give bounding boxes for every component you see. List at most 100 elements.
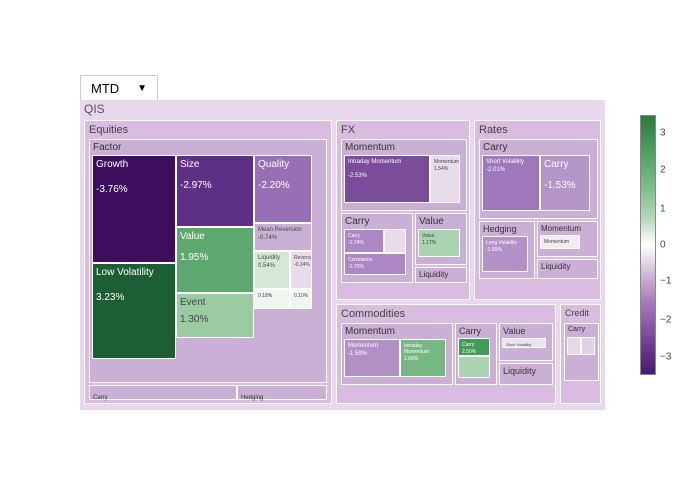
fx-value-label: Value (416, 214, 466, 229)
rsv-name: Short Volatility (486, 159, 536, 165)
rsv-val: -2.01% (486, 167, 536, 173)
asset-credit[interactable]: Credit Carry (560, 304, 601, 404)
cell-rates-carry[interactable]: Carry -1.53% (540, 155, 590, 211)
cell-liquidity-eq[interactable]: Liquidity 0.54% (254, 251, 290, 289)
cell-fx-intraday[interactable]: Intraday Momentum -2.53% (344, 155, 430, 203)
rates-mom-label: Momentum (538, 222, 597, 235)
cell-rates-longvol[interactable]: Long Volatility -1.55% (482, 236, 528, 272)
event-val: 1.30% (180, 314, 250, 325)
strategy-factor[interactable]: Factor Growth -3.76% Low Volatility 3.23… (89, 139, 327, 383)
period-dropdown[interactable]: MTD ▼ (80, 75, 158, 102)
cell-rates-shortvol[interactable]: Short Volatility -2.01% (482, 155, 540, 211)
ccarry-name: Carry (462, 342, 486, 348)
cb-tick-2: 2 (660, 164, 666, 175)
value-eq-name: Value (180, 231, 250, 242)
colorbar-gradient (640, 115, 656, 375)
cell-rates-mom[interactable]: Momentum (540, 235, 580, 249)
strategy-fx-momentum[interactable]: Momentum Intraday Momentum -2.53% Moment… (341, 139, 467, 211)
lowvol-val: 3.23% (96, 292, 172, 303)
dropdown-value: MTD (91, 81, 119, 96)
strategy-rates-hedging[interactable]: Hedging Long Volatility -1.55% (479, 221, 535, 279)
cell-fx-carry[interactable]: Carry -1.74% (344, 229, 384, 253)
cell-value-eq[interactable]: Value 1.95% (176, 227, 254, 293)
cell-comm-carry[interactable]: Carry 2.50% (458, 338, 490, 356)
strategy-comm-momentum[interactable]: Momentum Momentum -1.59% Intraday Moment… (341, 323, 453, 385)
growth-val: -3.76% (96, 184, 172, 195)
cb-tick-n1: −1 (660, 276, 671, 287)
strategy-rates-carry[interactable]: Carry Short Volatility -2.01% Carry -1.5… (479, 139, 598, 219)
rev-name: Reversion (294, 255, 308, 261)
fxcorr-val: -1.70% (348, 264, 402, 270)
cell-mom-eq[interactable]: 0.18% (254, 289, 290, 309)
eq-hedging-label: Hedging (238, 393, 266, 403)
fxc-name: Carry (348, 233, 380, 239)
cb-tick-n2: −2 (660, 315, 671, 326)
csv-name: Short Volatility (506, 342, 542, 347)
cell-lowvol[interactable]: Low Volatility 3.23% (92, 263, 176, 359)
fx-mom-name: Momentum (434, 159, 456, 165)
fxv-name: Value (422, 233, 456, 239)
strategy-rates-liq[interactable]: Liquidity (537, 259, 598, 279)
strategy-fx-liq[interactable]: Liquidity (415, 267, 467, 283)
cell-fx-corr[interactable]: Correlation -1.70% (344, 253, 406, 275)
anomeq-val: 0.10% (294, 293, 308, 299)
strategy-comm-carry[interactable]: Carry Carry 2.50% (455, 323, 497, 385)
cell-meanrev[interactable]: Mean Reversion -0.74% (254, 223, 312, 251)
cell-fx-carry2[interactable] (384, 229, 406, 253)
eq-carry-label: Carry (90, 393, 111, 403)
asset-rates[interactable]: Rates Carry Short Volatility -2.01% Carr… (474, 120, 601, 300)
quality-name: Quality (258, 159, 308, 170)
rc-val: -1.53% (544, 180, 586, 191)
cb-tick-3: 3 (660, 128, 666, 139)
cell-comm-mom[interactable]: Momentum -1.59% (344, 339, 400, 377)
meanrev-name: Mean Reversion (258, 227, 308, 233)
rc-name: Carry (544, 159, 586, 170)
strategy-credit-carry[interactable]: Carry (564, 323, 599, 381)
cell-reversion[interactable]: Reversion -0.24% (290, 251, 312, 289)
cell-comm-intraday[interactable]: Intraday Momentum 1.68% (400, 339, 446, 377)
strategy-fx-carry[interactable]: Carry Carry -1.74% Correlation -1.70% (341, 213, 413, 283)
rev-val: -0.24% (294, 262, 308, 268)
cint-name: Intraday Momentum (404, 343, 442, 355)
cell-growth[interactable]: Growth -3.76% (92, 155, 176, 263)
cmom-val: -1.59% (348, 351, 396, 357)
lowvol-name: Low Volatility (96, 267, 172, 278)
momeq-val: 0.18% (258, 293, 286, 299)
comm-value-label: Value (500, 324, 552, 338)
cell-size[interactable]: Size -2.97% (176, 155, 254, 227)
root-label: QIS (80, 100, 605, 118)
fxc-val: -1.74% (348, 240, 380, 246)
cell-quality[interactable]: Quality -2.20% (254, 155, 312, 223)
strategy-comm-value[interactable]: Value Short Volatility (499, 323, 553, 361)
cell-comm-carry2[interactable] (458, 356, 490, 378)
strategy-eq-carry[interactable]: Carry (89, 385, 237, 400)
cell-event[interactable]: Event 1.30% (176, 293, 254, 338)
strategy-comm-liq[interactable]: Liquidity (499, 363, 553, 385)
size-name: Size (180, 159, 250, 170)
rates-label: Rates (475, 121, 600, 139)
fx-liq-label: Liquidity (416, 268, 466, 281)
quality-val: -2.20% (258, 180, 308, 191)
rmom-name: Momentum (544, 239, 576, 245)
chevron-down-icon: ▼ (137, 83, 147, 94)
fxcorr-name: Correlation (348, 257, 402, 263)
strategy-eq-hedging[interactable]: Hedging (237, 385, 327, 400)
credit-carry-label: Carry (565, 324, 598, 335)
strategy-fx-value[interactable]: Value Value 1.17% (415, 213, 467, 265)
fx-intraday-val: -2.53% (348, 173, 426, 179)
cmom-name: Momentum (348, 343, 396, 349)
cell-credit-2[interactable] (581, 337, 595, 355)
cell-credit-1[interactable] (567, 337, 581, 355)
cell-comm-sv[interactable]: Short Volatility (502, 338, 546, 348)
rates-carry-label: Carry (480, 140, 597, 155)
factor-label: Factor (90, 140, 326, 155)
growth-name: Growth (96, 159, 172, 170)
asset-fx[interactable]: FX Momentum Intraday Momentum -2.53% Mom… (336, 120, 470, 300)
cell-fx-value[interactable]: Value 1.17% (418, 229, 460, 257)
asset-commodities[interactable]: Commodities Momentum Momentum -1.59% Int… (336, 304, 556, 404)
strategy-rates-momentum[interactable]: Momentum Momentum (537, 221, 598, 257)
cell-anom-eq[interactable]: 0.10% (290, 289, 312, 309)
asset-equities[interactable]: Equities Factor Growth -3.76% Low Volati… (84, 120, 332, 404)
cell-fx-mom[interactable]: Momentum 1.54% (430, 155, 460, 203)
value-eq-val: 1.95% (180, 252, 250, 263)
